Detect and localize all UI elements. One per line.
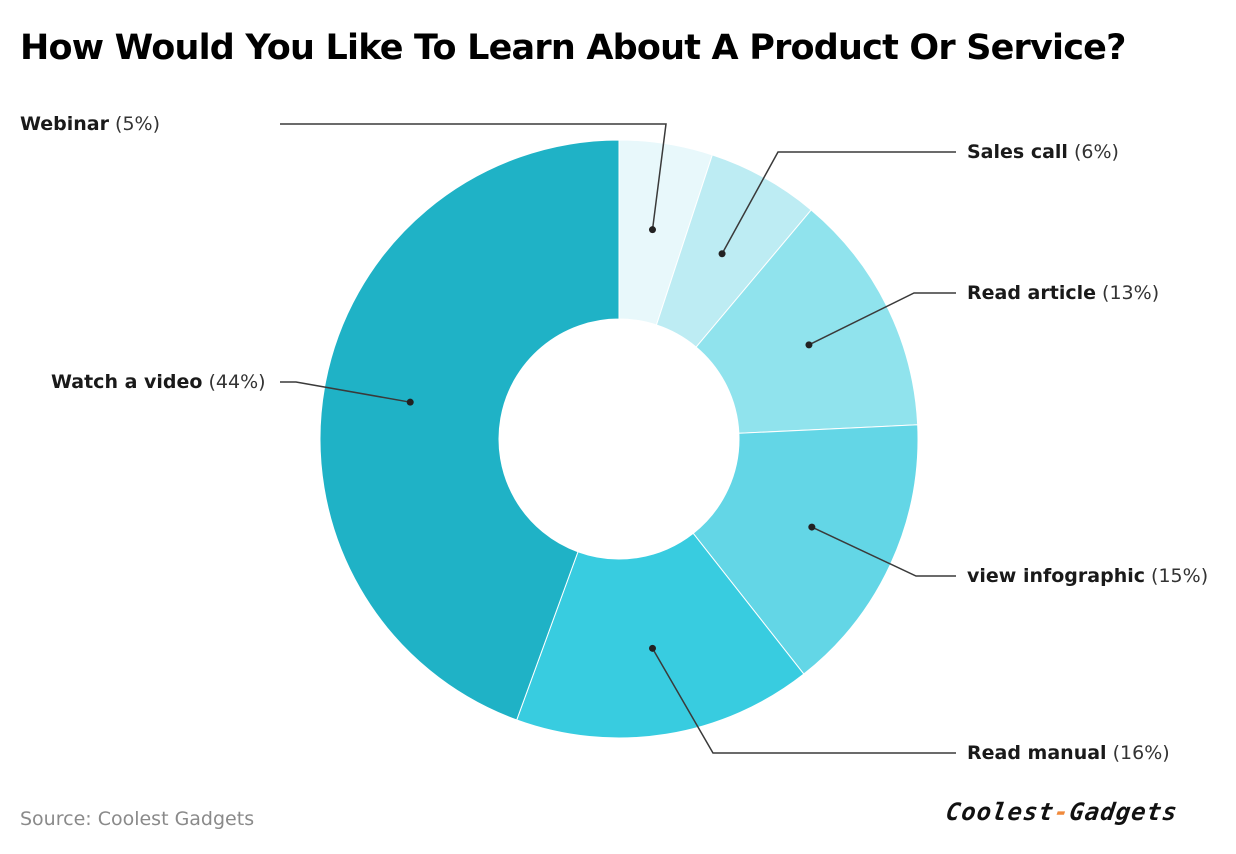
leader-line-read-article: [808, 292, 956, 346]
leader-line-sales-call: [721, 151, 956, 255]
leader-line-watch-a-video: [280, 381, 411, 403]
leader-dot-read-manual: [648, 644, 656, 652]
slice-label-name: view infographic: [967, 565, 1145, 587]
source-note: Source: Coolest Gadgets: [20, 808, 255, 830]
slice-label-percent: (44%): [202, 371, 265, 393]
slice-view-infographic: [692, 424, 919, 675]
logo-part2: Gadgets: [1067, 798, 1180, 826]
leader-line-webinar: [280, 123, 667, 230]
slice-label-name: Webinar: [20, 113, 110, 135]
slice-label-name: Sales call: [967, 141, 1068, 163]
donut-slices: [319, 139, 919, 739]
leader-line-view-infographic: [811, 526, 956, 577]
leader-dot-sales-call: [718, 250, 726, 258]
leader-dot-view-infographic: [808, 523, 816, 531]
label-leader-lines: [280, 123, 956, 754]
slice-labels: Webinar (5%) Sales call (6%) Read article …: [20, 113, 1208, 764]
slice-label-read-manual: Read manual (16%): [967, 742, 1170, 764]
leader-line-read-manual: [651, 647, 956, 754]
slice-read-manual: [516, 532, 805, 739]
slice-read-article: [695, 209, 919, 434]
slice-label-sales-call: Sales call (6%): [967, 141, 1119, 163]
chart-title: How Would You Like To Learn About A Prod…: [20, 28, 1126, 68]
leader-dot-webinar: [648, 226, 656, 234]
slice-label-percent: (13%): [1096, 282, 1159, 304]
slice-watch-a-video: [319, 139, 620, 721]
slice-label-percent: (6%): [1068, 141, 1119, 163]
slice-label-percent: (15%): [1145, 565, 1208, 587]
leader-dot-watch-a-video: [406, 398, 414, 406]
logo-part1: Coolest: [944, 798, 1057, 826]
leader-dot-read-article: [805, 341, 813, 349]
slice-label-percent: (16%): [1107, 742, 1170, 764]
slice-label-watch-a-video: Watch a video (44%): [51, 371, 266, 393]
slice-label-name: Read manual: [967, 742, 1107, 764]
slice-label-webinar: Webinar (5%): [20, 113, 160, 135]
slice-label-name: Read article: [967, 282, 1096, 304]
slice-label-name: Watch a video: [51, 371, 202, 393]
coolest-gadgets-logo: Coolest-Gadgets: [944, 798, 1180, 826]
slice-label-percent: (5%): [109, 113, 160, 135]
slice-label-read-article: Read article (13%): [967, 282, 1159, 304]
slice-label-view-infographic: view infographic (15%): [967, 565, 1208, 587]
